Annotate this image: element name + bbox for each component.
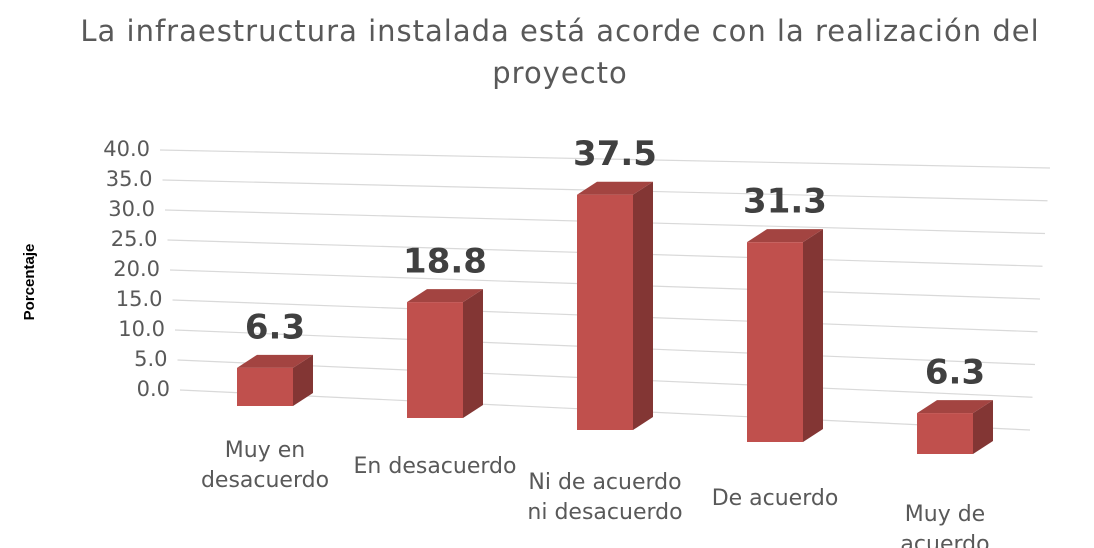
bar-side (633, 181, 653, 430)
title-box: La infraestructura instalada está acorde… (80, 14, 1040, 90)
y-tick-label: 35.0 (106, 167, 153, 191)
y-tick-label: 30.0 (108, 197, 155, 221)
y-tick-label: 15.0 (116, 287, 163, 311)
x-tick-label: Muy en desacuerdo (200, 438, 330, 493)
x-tick-label: Muy de acuerdo (900, 502, 990, 548)
bar-top (407, 289, 483, 303)
data-label: 6.3 (925, 353, 985, 393)
x-tick-label: De acuerdo (711, 486, 839, 511)
bar (577, 194, 633, 430)
bar-side (973, 400, 993, 454)
y-tick-label: 5.0 (134, 347, 167, 371)
data-label: 37.5 (573, 134, 657, 174)
data-label: 31.3 (743, 182, 827, 222)
y-axis-label: Porcentaje (21, 244, 38, 321)
bar-side (803, 229, 823, 442)
data-label: 6.3 (245, 307, 305, 347)
bar-top (747, 229, 823, 243)
x-tick-label: Ni de acuerdo ni desacuerdo (527, 470, 683, 525)
grid-line (159, 149, 1051, 169)
y-tick-label: 40.0 (103, 137, 150, 161)
bar-top (917, 400, 993, 414)
y-tick-label: 25.0 (111, 227, 158, 251)
y-tick-label: 20.0 (113, 257, 160, 281)
bar (237, 367, 293, 406)
data-label: 18.8 (403, 242, 487, 282)
bar (747, 242, 803, 442)
bar-top (237, 354, 313, 368)
bar-side (463, 289, 483, 418)
bar (917, 413, 973, 454)
y-tick-label: 0.0 (137, 377, 170, 401)
chart-title: La infraestructura instalada está acorde… (80, 14, 1040, 90)
bar (407, 302, 463, 418)
bar-top (577, 181, 653, 195)
bar-side (293, 354, 313, 406)
x-tick-label: En desacuerdo (353, 454, 517, 479)
y-tick-label: 10.0 (118, 317, 165, 341)
